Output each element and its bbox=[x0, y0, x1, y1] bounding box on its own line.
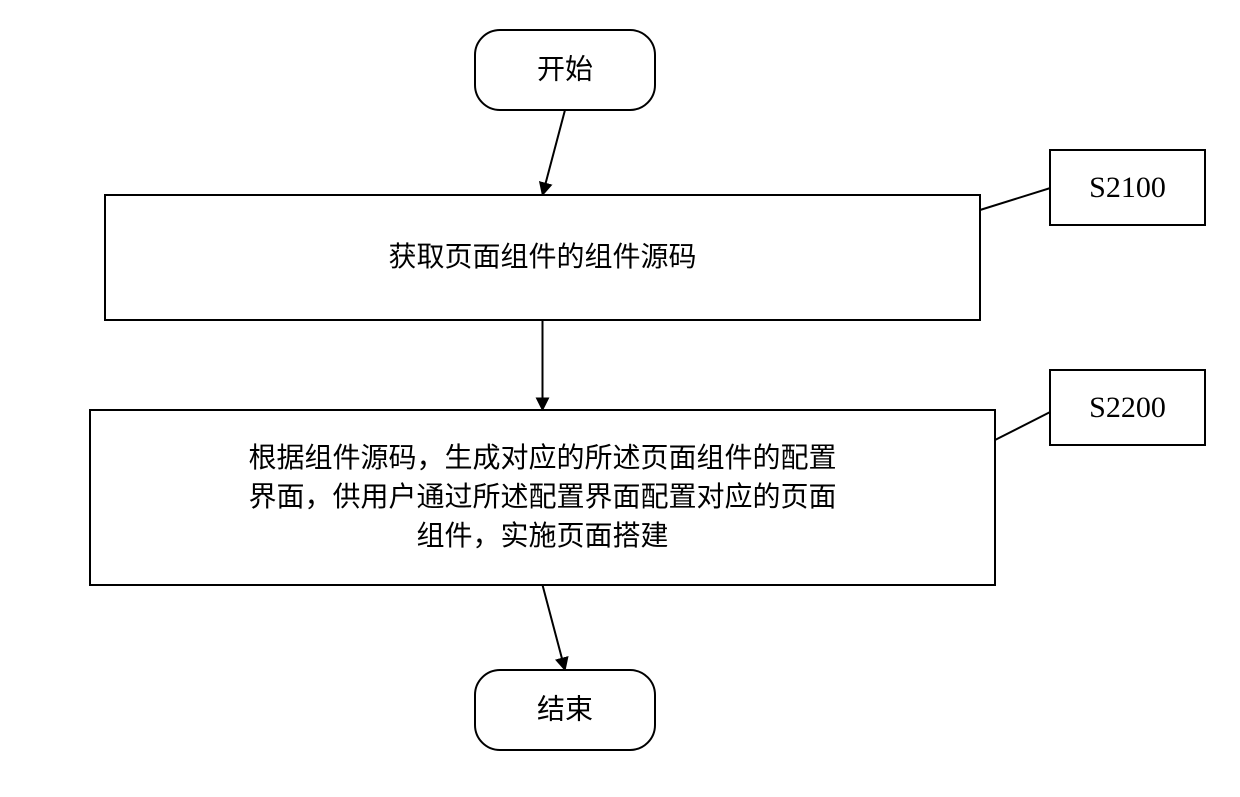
node-start: 开始 bbox=[475, 30, 655, 110]
label-s2200: S2200 bbox=[995, 370, 1205, 445]
node-step2-line-1: 界面，供用户通过所述配置界面配置对应的页面 bbox=[248, 481, 836, 513]
edge-step2-end bbox=[543, 585, 566, 670]
node-start-text: 开始 bbox=[537, 54, 593, 86]
label-s2200-text: S2200 bbox=[1089, 391, 1166, 424]
node-step2: 根据组件源码，生成对应的所述页面组件的配置界面，供用户通过所述配置界面配置对应的… bbox=[90, 410, 995, 585]
label-s2100-text: S2100 bbox=[1089, 171, 1166, 204]
node-step2-line-0: 根据组件源码，生成对应的所述页面组件的配置 bbox=[248, 442, 836, 474]
edge-start-step1 bbox=[543, 110, 566, 195]
label-s2100-connector bbox=[980, 185, 1060, 210]
node-end: 结束 bbox=[475, 670, 655, 750]
node-step1: 获取页面组件的组件源码 bbox=[105, 195, 980, 320]
node-step2-line-2: 组件，实施页面搭建 bbox=[416, 520, 668, 552]
node-step1-line-0: 获取页面组件的组件源码 bbox=[388, 241, 696, 273]
label-s2100: S2100 bbox=[980, 150, 1205, 225]
node-end-text: 结束 bbox=[537, 694, 593, 726]
